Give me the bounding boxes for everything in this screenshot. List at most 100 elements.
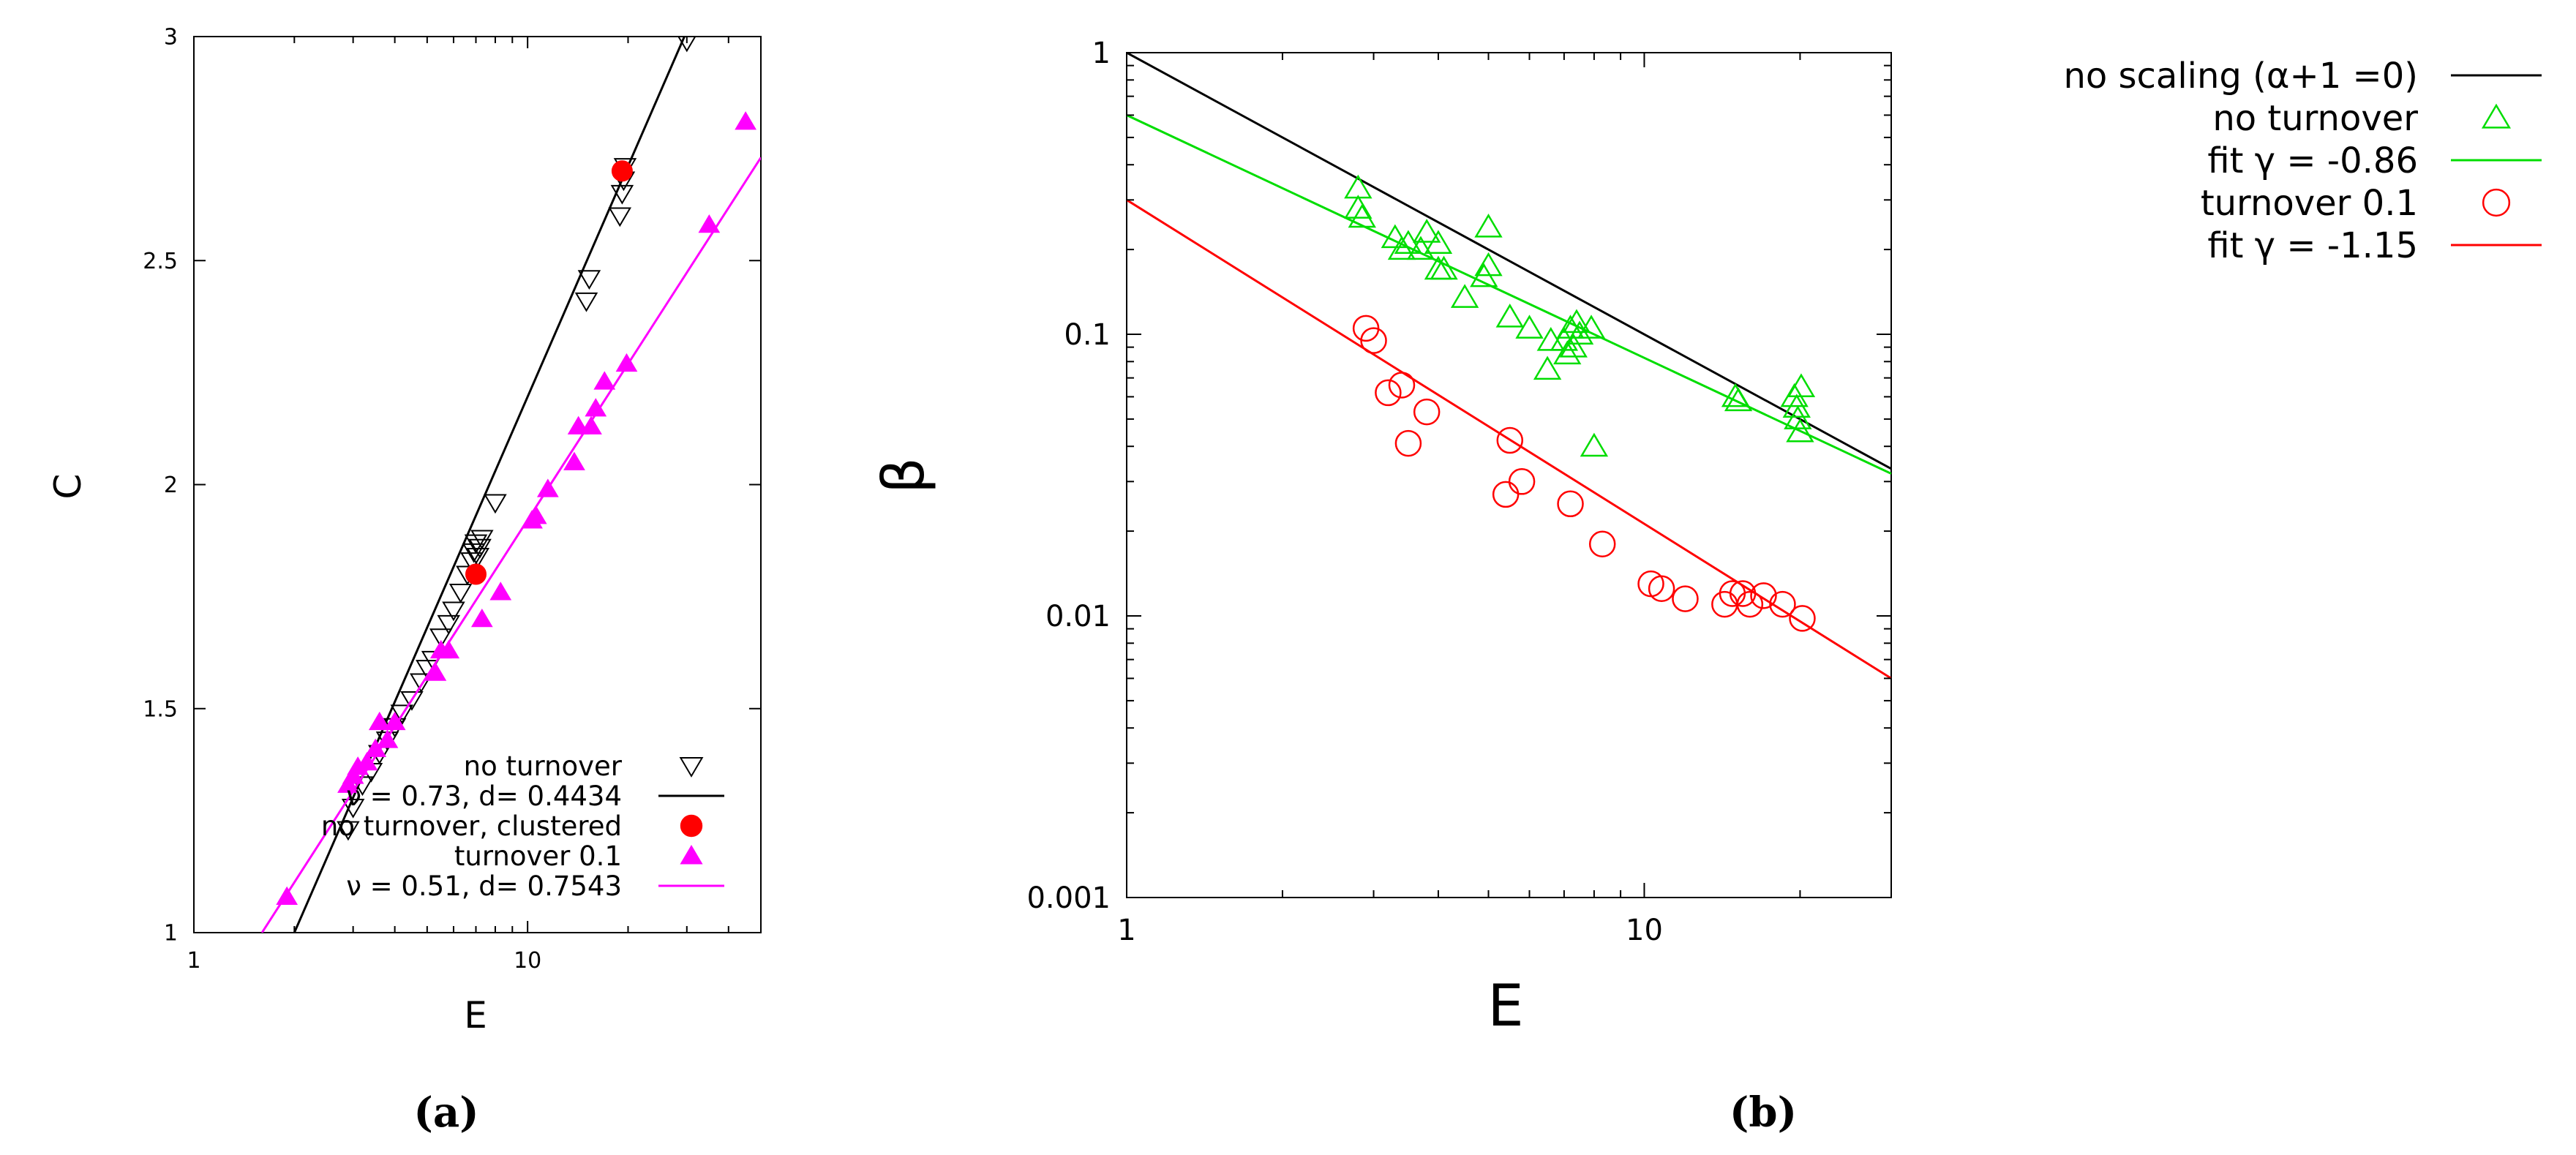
chart-a-legend-label: no turnover, clustered	[321, 810, 622, 842]
chart-a-point	[448, 584, 473, 603]
chart-a-x-tick-label: 1	[187, 948, 200, 974]
chart-a-point	[400, 691, 424, 711]
chart-a-point	[466, 548, 490, 568]
chart-b-point	[1474, 252, 1503, 276]
chart-b-point	[1375, 379, 1402, 407]
chart-a-point	[563, 451, 585, 470]
chart-a-legend-marker	[679, 756, 704, 778]
chart-a-legend-marker	[680, 845, 703, 865]
chart-a-legend-label: ν = 0.73, d= 0.4434	[346, 780, 622, 812]
chart-b-marks	[1127, 53, 1891, 680]
chart-a-point	[574, 292, 598, 312]
chart-b-point	[1562, 309, 1591, 334]
chart-b-data-area	[1127, 53, 1891, 680]
chart-b-point	[1344, 195, 1373, 219]
chart-b-point	[1424, 230, 1453, 254]
chart-b-y-tick-label: 0.001	[1026, 881, 1111, 915]
chart-a-point	[489, 582, 512, 601]
chart-b-point	[1495, 304, 1524, 328]
chart-a-ticks: 1 10 1 1.5 2 2.5 3	[143, 25, 762, 974]
chart-b-ylabel: β	[871, 457, 937, 494]
chart-a-y-tick-label: 2.5	[143, 249, 178, 274]
chart-b-point	[1769, 590, 1796, 618]
chart-b-point	[1789, 605, 1816, 632]
chart-a-point	[615, 353, 638, 372]
chart-b-point	[1496, 426, 1524, 454]
chart-b-point	[1381, 224, 1410, 249]
chart-a-x-tick-label: 10	[514, 948, 541, 974]
chart-a-point	[410, 673, 433, 693]
chart-b-point	[1588, 530, 1616, 557]
chart-b-point	[1387, 236, 1416, 260]
chart-b-point	[1750, 582, 1777, 609]
chart-a-fit-line-4	[260, 157, 761, 933]
chart-b-point	[1557, 490, 1584, 518]
chart-b-ticks: 1 10 0.001 0.01 0.1 1	[1026, 37, 1892, 947]
chart-a-point	[424, 662, 447, 681]
chart-b-plot-frame	[1126, 52, 1892, 898]
chart-a-y-tick-label: 1	[164, 921, 178, 947]
chart-a-point	[337, 821, 360, 841]
chart-a-point	[465, 563, 487, 585]
chart-a-point	[470, 530, 494, 550]
chart-b-y-tick-label: 0.01	[1045, 600, 1111, 633]
chart-b-point	[1533, 355, 1562, 380]
chart-a-point	[577, 270, 601, 290]
chart-b-legend-label: fit γ = -0.86	[2207, 140, 2418, 181]
chart-a-panel-label: (a)	[413, 1088, 478, 1137]
chart-b-point	[1492, 481, 1520, 508]
chart-b-point	[1782, 394, 1811, 418]
chart-a-point	[608, 207, 632, 227]
chart-a-point	[698, 214, 721, 233]
chart-a-y-tick-label: 1.5	[143, 696, 178, 722]
chart-b-x-tick-label: 1	[1117, 914, 1135, 947]
chart-b-point	[1784, 405, 1812, 429]
chart-a-legend-label: ν = 0.51, d= 0.7543	[346, 870, 622, 902]
chart-b-legend-marker	[2482, 188, 2511, 217]
chart-b-y-tick-label: 0.1	[1064, 318, 1111, 352]
chart-b-legend-label: no scaling (α+1 =0)	[2063, 56, 2418, 97]
chart-b-point	[1394, 429, 1422, 457]
chart-b-legend-marker	[2481, 103, 2512, 129]
chart-a-point	[468, 538, 492, 559]
chart-b-y-tick-label: 1	[1092, 37, 1111, 70]
chart-a-point	[383, 711, 406, 731]
chart-b-point	[1580, 432, 1609, 457]
chart-b-panel-label: (b)	[1730, 1088, 1797, 1137]
chart-b-point	[1736, 590, 1764, 618]
chart-b-fit-line-2	[1127, 114, 1891, 475]
chart-a-point	[735, 111, 757, 130]
chart-a-point	[368, 711, 391, 731]
chart-b-point	[1786, 418, 1814, 443]
chart-a-point	[437, 614, 460, 635]
chart-b-point	[1413, 398, 1441, 426]
chart-b-xlabel: E	[1487, 974, 1523, 1039]
chart-a-legend-marker	[680, 814, 703, 838]
chart-b-x-tick-label: 10	[1626, 914, 1663, 947]
chart-a-marks	[260, 37, 761, 933]
chart-a-point	[429, 628, 453, 649]
chart-b-point	[1412, 219, 1441, 243]
chart-b-point	[1672, 585, 1699, 612]
chart-a-point	[484, 494, 507, 514]
chart-a-y-tick-label: 2	[164, 473, 178, 498]
chart-b-point	[1577, 315, 1606, 339]
chart-a-ylabel: C	[47, 474, 89, 500]
chart-a-data-area	[260, 37, 761, 933]
chart-a-legend-label: no turnover	[464, 750, 623, 782]
chart-b-point	[1508, 468, 1536, 495]
chart-a-point	[390, 704, 414, 725]
chart-a-point	[464, 534, 488, 554]
chart-b-point	[1553, 340, 1582, 365]
chart-b-point	[1515, 315, 1544, 339]
chart-b-point	[1430, 255, 1458, 280]
chart-a-xlabel: E	[464, 994, 487, 1037]
chart-b-point	[1565, 320, 1594, 345]
chart-panel-b: 1 10 0.001 0.01 0.1 1 E β (b) no scaling (α+1…	[871, 37, 2542, 1137]
chart-a-point	[442, 601, 465, 622]
chart-b-point	[1360, 327, 1387, 354]
